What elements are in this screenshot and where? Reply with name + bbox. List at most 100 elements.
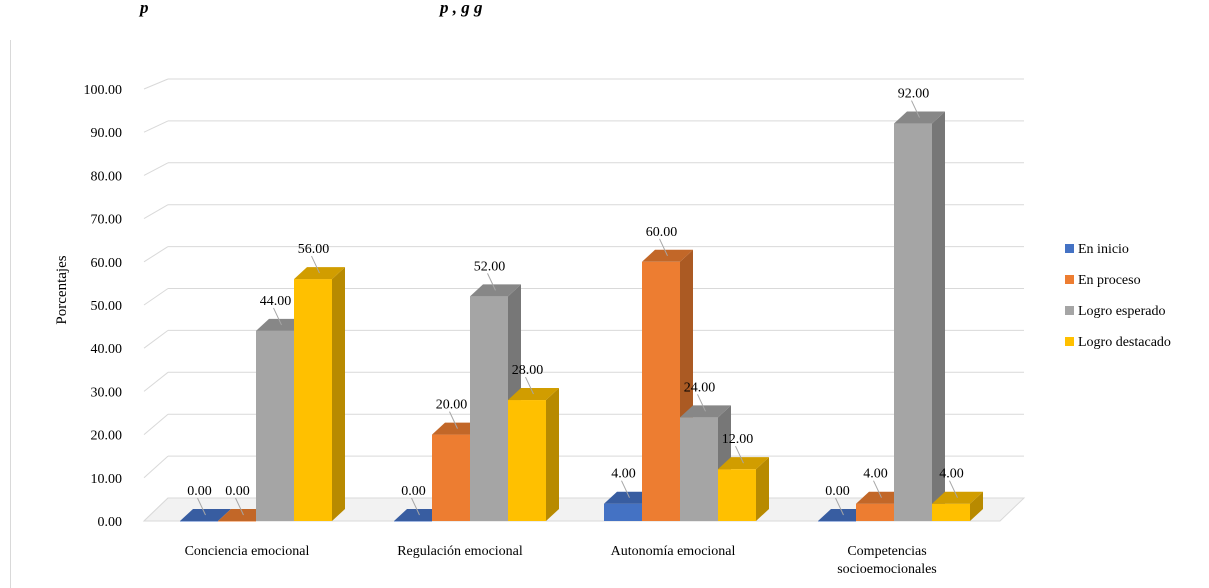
bar-front bbox=[680, 417, 718, 521]
y-tick-label: 20.00 bbox=[91, 429, 123, 444]
legend-label: Logro esperado bbox=[1078, 304, 1165, 319]
data-label-leader bbox=[273, 307, 282, 326]
data-label-leader bbox=[525, 376, 534, 395]
bar-side bbox=[756, 457, 769, 521]
legend-swatch bbox=[1065, 337, 1074, 346]
legend-swatch bbox=[1065, 306, 1074, 315]
x-category-label: Conciencia emocional bbox=[185, 544, 310, 559]
data-label-leader bbox=[697, 394, 706, 412]
data-label: 28.00 bbox=[512, 363, 544, 378]
data-label-leader bbox=[311, 255, 320, 274]
x-category-label: socioemocionales bbox=[837, 562, 937, 577]
y-tick-label: 50.00 bbox=[91, 299, 123, 314]
legend-swatch bbox=[1065, 275, 1074, 284]
gridline-diagonal bbox=[143, 246, 169, 263]
bar-front bbox=[894, 123, 932, 521]
data-label-leader bbox=[197, 497, 206, 516]
data-label-leader bbox=[621, 480, 630, 498]
gridline-diagonal bbox=[143, 413, 169, 435]
data-label: 0.00 bbox=[187, 484, 212, 499]
y-tick-label: 100.00 bbox=[84, 83, 123, 98]
data-label: 60.00 bbox=[646, 225, 678, 240]
data-label: 44.00 bbox=[260, 294, 292, 309]
bar-front bbox=[642, 261, 680, 521]
data-label: 0.00 bbox=[825, 484, 850, 499]
bar-front bbox=[856, 503, 894, 521]
bar-front bbox=[604, 503, 642, 521]
bar-front bbox=[508, 400, 546, 521]
bar bbox=[508, 388, 559, 521]
gridline-diagonal bbox=[143, 120, 169, 133]
chart-caption: p p , g g bbox=[0, 0, 1209, 22]
bar-front bbox=[432, 434, 470, 521]
bar-front bbox=[180, 521, 218, 522]
data-label: 56.00 bbox=[298, 242, 330, 257]
bar bbox=[294, 267, 345, 521]
data-labels: 0.00 0.00 44.00 56.00 0.00 20.00 52.00 28.00 4.0… bbox=[187, 87, 964, 516]
bar-side bbox=[932, 111, 945, 521]
data-label-leader bbox=[835, 497, 844, 516]
y-tick-label: 60.00 bbox=[91, 256, 123, 271]
y-tick-label: 30.00 bbox=[91, 385, 123, 400]
bar-side bbox=[332, 267, 345, 521]
x-axis-categories: Conciencia emocional Regulación emocional… bbox=[185, 544, 937, 577]
data-label: 92.00 bbox=[898, 87, 930, 102]
bar-front bbox=[394, 521, 432, 522]
bar-front bbox=[932, 503, 970, 521]
data-label-leader bbox=[873, 480, 882, 498]
bar-front bbox=[718, 469, 756, 521]
y-tick-label: 80.00 bbox=[91, 169, 123, 184]
bar bbox=[894, 111, 945, 521]
data-label: 12.00 bbox=[722, 432, 754, 447]
bar bbox=[718, 457, 769, 521]
data-label: 52.00 bbox=[474, 259, 506, 274]
legend-label: Logro destacado bbox=[1078, 335, 1171, 350]
data-label: 4.00 bbox=[939, 467, 964, 482]
data-label: 0.00 bbox=[225, 484, 250, 499]
data-label: 4.00 bbox=[611, 467, 636, 482]
y-axis-label: Porcentajes bbox=[54, 255, 70, 324]
gridline-diagonal bbox=[143, 162, 169, 176]
y-axis-ticks: 0.00 10.00 20.00 30.00 40.00 50.00 60.00 70.00 8… bbox=[84, 83, 123, 530]
gridline-diagonal bbox=[143, 204, 169, 220]
data-label-leader bbox=[735, 445, 744, 464]
bar-front bbox=[818, 521, 856, 522]
x-category-label: Regulación emocional bbox=[397, 544, 523, 559]
data-label-leader bbox=[911, 100, 920, 118]
data-label: 20.00 bbox=[436, 398, 468, 413]
gridline-diagonal bbox=[143, 78, 169, 90]
legend-label: En inicio bbox=[1078, 242, 1129, 257]
y-tick-label: 40.00 bbox=[91, 342, 123, 357]
data-label-leader bbox=[411, 497, 420, 516]
y-tick-label: 90.00 bbox=[91, 126, 123, 141]
data-label: 0.00 bbox=[401, 484, 426, 499]
bar-side bbox=[546, 388, 559, 521]
data-label: 4.00 bbox=[863, 467, 888, 482]
data-label-leader bbox=[449, 411, 458, 429]
x-category-label: Competencias bbox=[847, 544, 926, 559]
bar-front bbox=[218, 521, 256, 522]
gridline-diagonal bbox=[143, 288, 169, 306]
gridline-diagonal bbox=[143, 371, 169, 392]
y-tick-label: 70.00 bbox=[91, 213, 123, 228]
x-category-label: Autonomía emocional bbox=[611, 544, 736, 559]
bar-front bbox=[256, 330, 294, 521]
bar-front bbox=[294, 279, 332, 521]
bars bbox=[180, 111, 983, 522]
gridline-diagonal bbox=[143, 329, 169, 349]
data-label-leader bbox=[659, 238, 668, 257]
caption-fragment-1: p bbox=[140, 0, 149, 17]
legend-label: En proceso bbox=[1078, 273, 1141, 288]
data-label: 24.00 bbox=[684, 380, 716, 395]
bar-side bbox=[970, 491, 983, 521]
legend: En inicio En proceso Logro esperado Logro d… bbox=[1065, 242, 1171, 350]
y-tick-label: 0.00 bbox=[98, 515, 123, 530]
data-label-leader bbox=[949, 480, 958, 498]
y-tick-label: 10.00 bbox=[91, 472, 123, 487]
gridline-diagonal bbox=[143, 455, 169, 479]
figure-left-border bbox=[10, 40, 11, 588]
bar-front bbox=[470, 296, 508, 521]
data-label-leader bbox=[487, 273, 496, 291]
caption-fragment-2: p , g g bbox=[440, 0, 483, 17]
